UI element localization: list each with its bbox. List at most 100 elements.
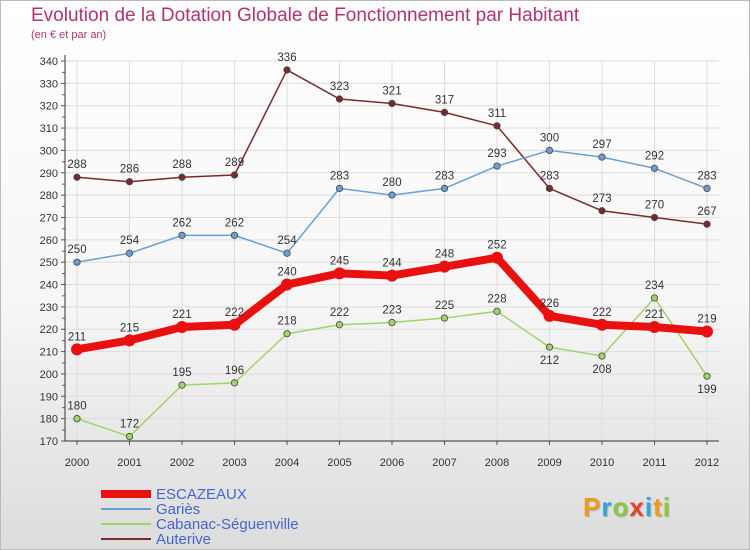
data-point-escazeaux [71,343,83,356]
data-point-auterive [703,220,711,228]
data-point-escazeaux [491,251,503,264]
y-tick-label: 300 [40,145,58,157]
data-label-escazeaux: 219 [697,313,716,325]
data-label-cabanac-s-guenville: 212 [540,355,559,367]
logo-letter: o [612,492,630,522]
data-point-escazeaux [333,267,346,280]
legend-label-auterive: Auterive [156,531,211,548]
data-point-auterive [545,184,554,193]
data-label-gari-s: 254 [120,235,140,247]
data-point-gari-s [703,184,711,193]
data-label-auterive: 273 [592,193,611,205]
x-tick-label: 2009 [537,457,561,469]
data-label-auterive: 288 [172,159,191,171]
data-point-escazeaux [701,325,713,338]
legend-label-escazeaux: ESCAZEAUX [156,486,247,503]
data-point-cabanac-s-guenville [230,379,239,387]
data-label-cabanac-s-guenville: 199 [697,384,716,396]
data-label-escazeaux: 222 [225,307,244,319]
data-label-auterive: 286 [120,164,139,176]
data-label-escazeaux: 240 [277,267,296,279]
data-label-escazeaux: 245 [330,255,349,267]
chart-subtitle: (en € et par an) [31,29,107,41]
data-label-auterive: 267 [697,206,716,218]
data-point-cabanac-s-guenville [335,321,344,329]
data-point-auterive [650,213,659,222]
y-tick-label: 230 [40,302,58,314]
data-label-gari-s: 280 [382,177,401,189]
legend-label-cabanac-s-guenville: Cabanac-Séguenville [156,516,299,533]
data-label-escazeaux: 244 [382,258,402,270]
data-label-auterive: 336 [277,52,296,64]
data-label-gari-s: 283 [435,170,454,182]
data-point-auterive [335,95,344,103]
y-tick-label: 310 [40,123,58,135]
data-label-gari-s: 254 [277,235,297,247]
x-tick-label: 2011 [643,457,667,469]
x-tick-label: 2006 [380,457,404,469]
data-label-auterive: 288 [67,159,86,171]
y-tick-label: 290 [40,168,58,180]
y-tick-label: 210 [40,347,58,359]
data-label-auterive: 323 [330,81,349,93]
x-tick-label: 2004 [275,457,299,469]
data-label-escazeaux: 252 [487,240,506,252]
y-tick-label: 330 [40,78,58,90]
data-point-cabanac-s-guenville [493,307,501,315]
data-label-cabanac-s-guenville: 208 [592,364,611,376]
data-point-escazeaux [123,334,136,347]
data-point-gari-s [283,249,291,257]
data-point-cabanac-s-guenville [598,352,606,360]
x-tick-label: 2008 [485,457,509,469]
y-tick-label: 280 [40,190,58,202]
data-label-escazeaux: 221 [645,309,664,321]
data-point-cabanac-s-guenville [73,415,81,423]
data-label-cabanac-s-guenville: 172 [120,419,139,431]
data-label-gari-s: 283 [330,170,349,182]
data-label-cabanac-s-guenville: 222 [330,307,349,319]
data-point-auterive [440,108,449,117]
data-point-escazeaux [543,309,556,322]
data-point-escazeaux [386,269,398,282]
data-point-cabanac-s-guenville [440,314,449,322]
data-label-cabanac-s-guenville: 223 [382,305,401,317]
data-label-cabanac-s-guenville: 228 [487,293,506,305]
y-tick-label: 270 [40,212,58,224]
data-point-cabanac-s-guenville [650,294,659,302]
data-label-auterive: 317 [435,94,454,106]
data-label-gari-s: 250 [67,244,86,256]
data-point-cabanac-s-guenville [545,343,554,351]
data-label-escazeaux: 226 [540,298,559,310]
y-tick-label: 340 [40,56,58,68]
logo-letter: i [662,492,671,522]
data-point-gari-s [73,258,81,266]
x-tick-label: 2010 [590,457,614,469]
data-point-auterive [125,178,134,186]
data-label-auterive: 270 [645,199,664,211]
data-label-escazeaux: 222 [592,307,611,319]
y-tick-label: 220 [40,324,58,336]
data-label-auterive: 289 [225,157,244,169]
data-point-cabanac-s-guenville [703,372,711,380]
data-point-gari-s [230,231,239,239]
x-tick-label: 2000 [65,457,89,469]
chart-title: Evolution de la Dotation Globale de Fonc… [31,5,580,26]
logo-letter: r [601,492,613,522]
logo-letter: t [653,492,663,522]
data-label-gari-s: 262 [172,217,191,229]
data-point-auterive [283,66,291,74]
data-point-gari-s [598,153,606,161]
y-tick-label: 180 [40,414,58,426]
x-tick-label: 2001 [117,457,141,469]
data-point-cabanac-s-guenville [388,318,396,327]
proxiti-logo: Proxiti [583,492,671,523]
data-label-gari-s: 283 [697,170,716,182]
data-label-gari-s: 262 [225,217,244,229]
x-tick-label: 2003 [222,457,246,469]
logo-letter: x [629,492,645,522]
x-tick-label: 2005 [327,457,351,469]
data-label-auterive: 283 [540,170,559,182]
data-label-escazeaux: 248 [435,249,454,261]
